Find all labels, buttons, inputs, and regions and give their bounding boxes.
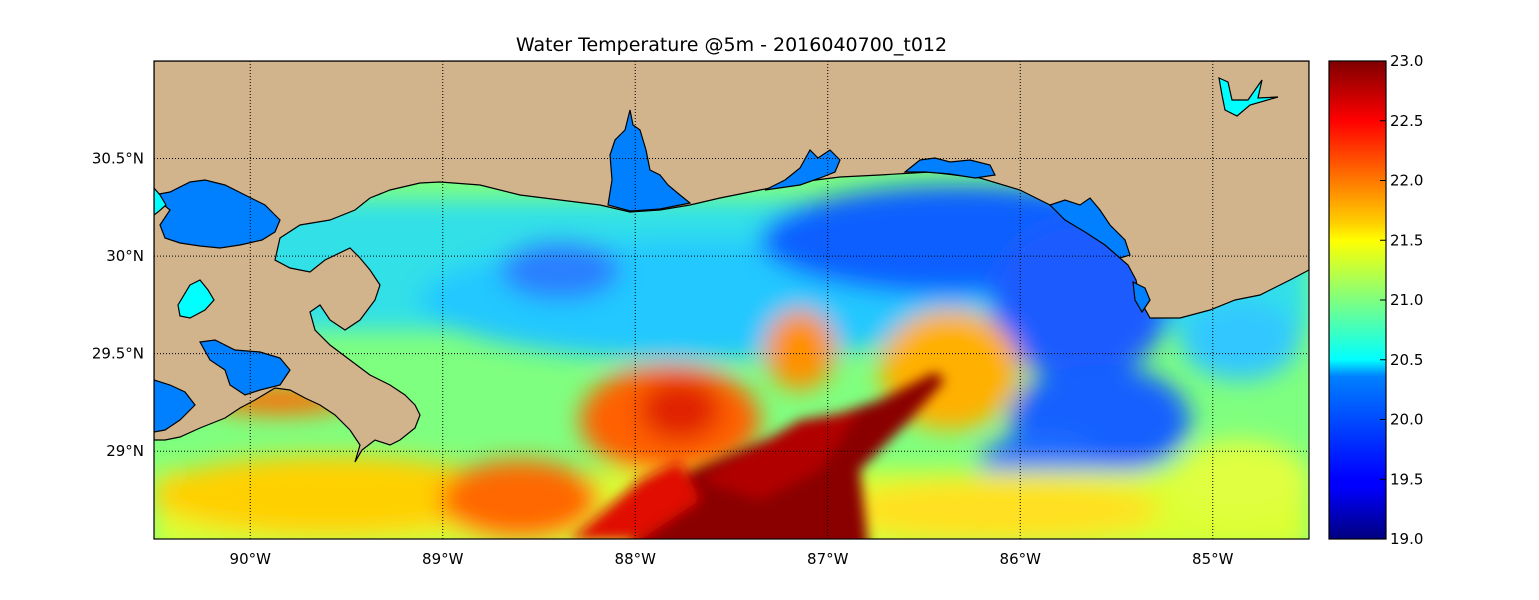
longitude-tick-label: 89°W: [422, 550, 464, 568]
longitude-tick-label: 87°W: [807, 550, 849, 568]
colorbar-tick-label: 22.5: [1390, 112, 1423, 130]
latitude-tick-label: 29.5°N: [92, 345, 144, 363]
colorbar-tick-label: 20.5: [1390, 351, 1423, 369]
colorbar-tick-label: 20.0: [1390, 411, 1423, 429]
longitude-tick-label: 86°W: [1000, 550, 1042, 568]
longitude-tick-label: 88°W: [615, 550, 657, 568]
bay-water: [154, 179, 281, 249]
colorbar: [1328, 60, 1387, 540]
latitude-tick-labels: 29°N 29.5°N 30°N 30.5°N: [92, 150, 144, 461]
latitude-tick-label: 29°N: [106, 442, 144, 460]
bay-water: [764, 149, 841, 191]
longitude-tick-label: 90°W: [230, 550, 272, 568]
colorbar-tick-label: 19.0: [1390, 530, 1423, 548]
lake-water: [177, 279, 215, 319]
colorbar-tick-label: 22.0: [1390, 172, 1423, 190]
bay-water: [903, 157, 996, 179]
latitude-tick-label: 30.5°N: [92, 150, 144, 168]
map-plot-area: [154, 61, 1309, 539]
latitude-tick-label: 30°N: [106, 247, 144, 265]
bay-water: [1048, 197, 1131, 259]
bay-water: [1132, 280, 1151, 314]
lake-water: [154, 187, 167, 216]
longitude-tick-label: 85°W: [1192, 550, 1234, 568]
bay-water: [607, 109, 692, 212]
colorbar-tick-label: 23.0: [1390, 52, 1423, 70]
colorbar-tick-label: 21.0: [1390, 291, 1423, 309]
map-grid: [154, 61, 1309, 539]
colorbar-tick-labels: 23.0 22.5 22.0 21.5 21.0 20.5 20.0 19.5 19.0: [1380, 52, 1423, 548]
colorbar-tick-label: 19.5: [1390, 470, 1423, 488]
longitude-tick-labels: 90°W 89°W 88°W 87°W 86°W 85°W: [230, 550, 1234, 568]
colorbar-tick-label: 21.5: [1390, 231, 1423, 249]
bay-water: [154, 379, 196, 433]
map-title: Water Temperature @5m - 2016040700_t012: [515, 34, 948, 56]
bay-water: [199, 339, 291, 396]
map-frame: [153, 60, 1310, 540]
lake-water: [1218, 76, 1279, 117]
